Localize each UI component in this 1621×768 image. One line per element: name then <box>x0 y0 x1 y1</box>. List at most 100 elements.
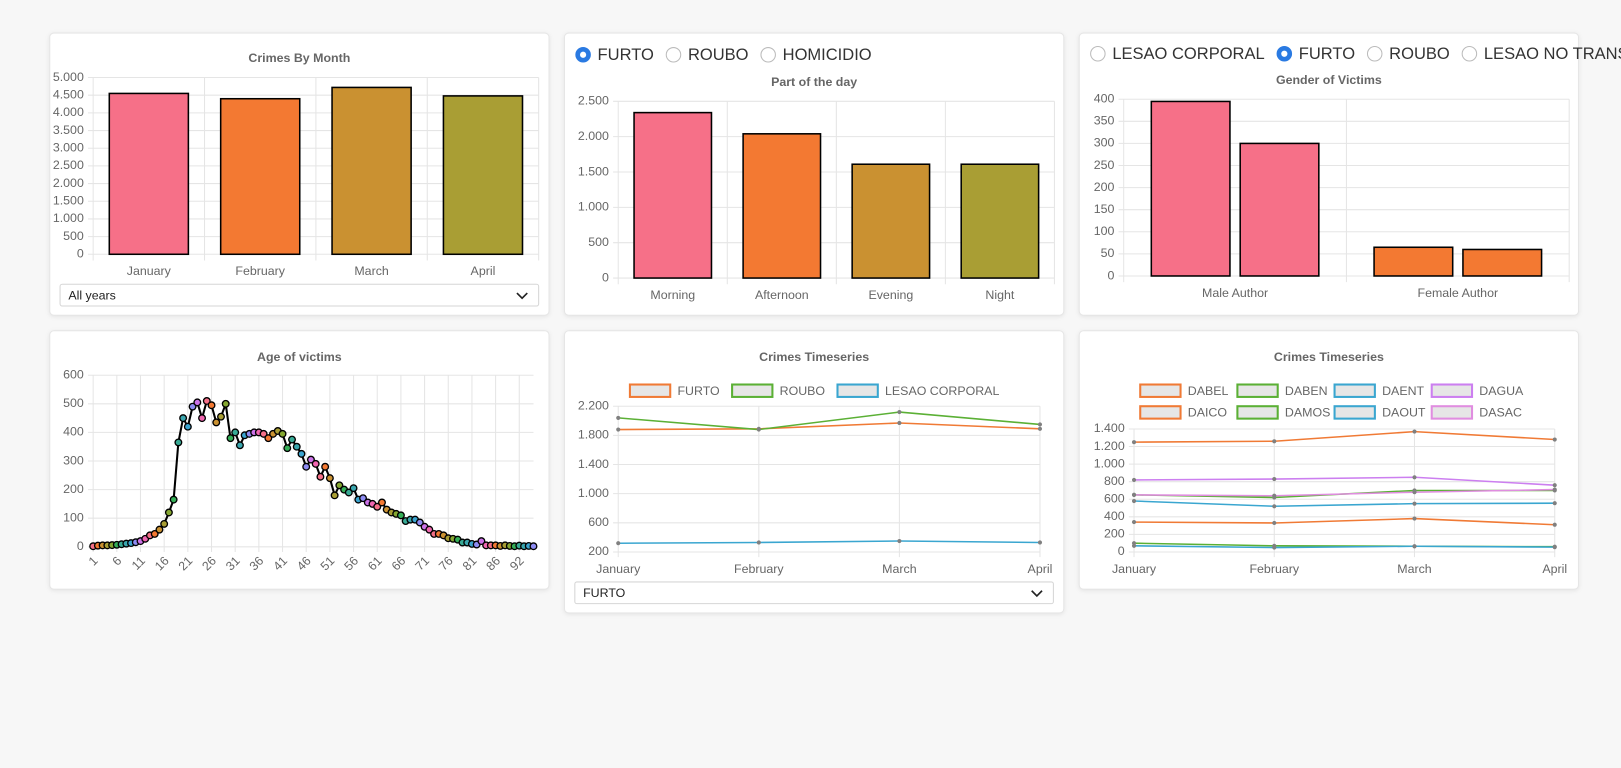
radio-button[interactable] <box>1090 45 1106 62</box>
legend-item: DAGUA <box>1430 383 1524 398</box>
y-tick-label: 3.500 <box>53 123 84 137</box>
radio-label[interactable]: ROUBO <box>1389 44 1450 63</box>
chart-title: Crimes Timeseries <box>1274 350 1384 364</box>
select-box[interactable] <box>574 581 1054 605</box>
bar <box>219 97 301 256</box>
radio-label[interactable]: LESAO CORPORAL <box>1112 44 1264 63</box>
select-value[interactable]: All years <box>68 288 116 302</box>
data-point <box>1412 429 1417 434</box>
y-tick-label: 500 <box>63 396 84 410</box>
data-point <box>1272 476 1277 482</box>
data-point <box>1552 545 1557 550</box>
x-tick-label: February <box>235 264 285 278</box>
legend-swatch <box>1430 405 1474 420</box>
data-point <box>616 427 621 432</box>
y-tick-label: 100 <box>1094 224 1115 238</box>
radio-option[interactable]: FURTO <box>575 45 654 64</box>
y-tick-label: 0 <box>602 270 609 284</box>
legend-item: DAICO <box>1139 405 1227 420</box>
data-point <box>1131 440 1137 445</box>
data-point <box>1552 522 1557 527</box>
data-point <box>1552 501 1557 506</box>
radio-label[interactable]: ROUBO <box>688 45 749 64</box>
legend-item: DASAC <box>1430 405 1522 420</box>
bar <box>633 111 713 279</box>
select-box[interactable] <box>59 283 540 307</box>
legend: DABEL DABEN DAENT DAGUA DAICO DAMOS DAOUT DASAC <box>1139 383 1524 420</box>
radio-label[interactable]: FURTO <box>598 45 654 64</box>
radio-label[interactable]: HOMICIDIO <box>783 45 872 64</box>
radio-option[interactable]: LESAO NO TRANSITO <box>1461 44 1621 63</box>
data-point <box>212 418 221 427</box>
y-tick-label: 1.000 <box>578 486 609 500</box>
select[interactable]: All years <box>59 283 540 307</box>
legend-item: LESAO CORPORAL <box>836 383 999 398</box>
y-tick-label: 1.400 <box>1094 421 1125 435</box>
legend-label: DABEN <box>1285 384 1328 398</box>
data-point <box>477 537 486 546</box>
y-tick-label: 4.500 <box>53 87 84 101</box>
radio-button[interactable] <box>1366 45 1383 62</box>
radio-button[interactable] <box>665 47 682 63</box>
legend-swatch <box>1139 383 1182 398</box>
select[interactable]: FURTO <box>574 581 1054 605</box>
data-point <box>292 442 301 451</box>
data-line <box>1134 488 1555 497</box>
x-tick-label: February <box>1249 562 1299 576</box>
data-point <box>226 434 235 443</box>
y-tick-label: 200 <box>588 544 609 558</box>
y-tick-label: 1.400 <box>578 457 609 471</box>
y-tick-label: 1.000 <box>53 211 84 225</box>
radio-dot <box>579 51 587 58</box>
y-tick-label: 600 <box>588 515 609 529</box>
radio-option[interactable]: ROUBO <box>665 45 749 64</box>
data-point <box>155 525 164 534</box>
chart-title: Crimes Timeseries <box>759 350 869 364</box>
y-tick-label: 300 <box>63 453 84 467</box>
radio-option[interactable]: ROUBO <box>1366 44 1450 63</box>
bar <box>1239 142 1320 277</box>
radio-dot <box>1281 50 1288 57</box>
y-tick-label: 1.800 <box>578 428 609 442</box>
data-point <box>373 502 382 511</box>
data-point <box>188 402 197 411</box>
radio-option[interactable]: HOMICIDIO <box>760 45 872 64</box>
data-line <box>1134 500 1555 508</box>
data-point <box>1037 426 1043 431</box>
data-point <box>235 441 244 450</box>
select-value[interactable]: FURTO <box>583 586 626 600</box>
legend-item: DAOUT <box>1333 405 1426 420</box>
data-point <box>297 449 306 458</box>
y-tick-label: 600 <box>63 367 84 381</box>
y-tick-label: 400 <box>1094 92 1115 106</box>
data-point <box>231 428 240 437</box>
y-tick-label: 500 <box>63 229 84 243</box>
y-tick-label: 300 <box>1094 136 1115 150</box>
data-point <box>150 529 159 538</box>
legend-label: DAOUT <box>1382 406 1426 420</box>
legend-swatch <box>1236 383 1279 398</box>
x-tick-label: Night <box>985 288 1014 302</box>
radio-button[interactable] <box>760 47 776 63</box>
x-tick-label: Afternoon <box>755 288 809 302</box>
y-tick-label: 1.500 <box>53 194 84 208</box>
data-point <box>169 495 178 504</box>
y-tick-label: 0 <box>77 539 84 553</box>
radio-label[interactable]: LESAO NO TRANSITO <box>1484 44 1621 63</box>
y-tick-label: 2.200 <box>578 399 609 413</box>
data-point <box>283 444 292 453</box>
legend: FURTO ROUBO LESAO CORPORAL <box>628 383 999 398</box>
data-point <box>425 525 434 534</box>
radio-option[interactable]: LESAO CORPORAL <box>1090 44 1265 63</box>
radio-button[interactable] <box>1461 45 1478 62</box>
data-point <box>164 508 173 517</box>
radio-option[interactable]: FURTO <box>1276 44 1355 63</box>
panel <box>1078 330 1580 590</box>
data-point <box>1037 422 1043 427</box>
data-point <box>1131 498 1137 504</box>
radio-label[interactable]: FURTO <box>1299 44 1355 63</box>
data-line <box>1134 517 1555 526</box>
bar <box>108 92 190 256</box>
